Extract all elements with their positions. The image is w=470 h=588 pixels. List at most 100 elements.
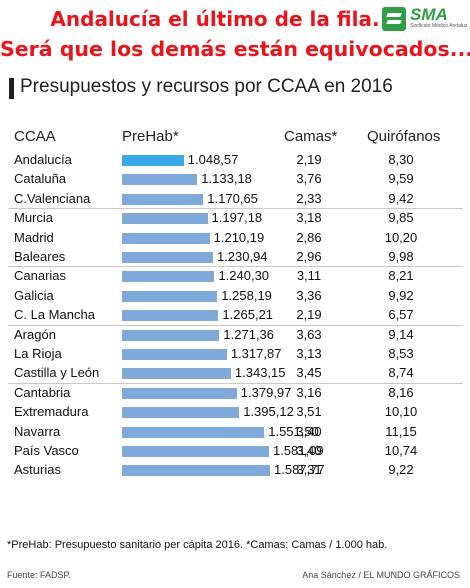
camas-value: 3,16 <box>296 384 322 400</box>
header-camas: Camas* <box>284 128 338 145</box>
quirofanos-value: 9,98 <box>388 249 414 264</box>
camas-value: 3,63 <box>296 326 322 342</box>
chart-title: Presupuestos y recursos por CCAA en 2016 <box>20 76 393 97</box>
camas-value: 2,86 <box>296 229 322 245</box>
camas-value: 3,18 <box>296 210 322 226</box>
row-separator <box>8 208 463 210</box>
prehab-bar <box>122 155 184 166</box>
quirofanos-value: 9,92 <box>388 287 414 303</box>
prehab-bar <box>122 271 215 283</box>
footnote: *PreHab: Presupuesto sanitario per cápit… <box>7 539 388 551</box>
prehab-value: 1.170,65 <box>207 190 258 206</box>
sma-logo: SMA Sindicato Médico Andaluz <box>382 5 467 31</box>
row-separator <box>8 324 463 326</box>
prehab-bar <box>122 174 198 186</box>
table-row-ccaa: Baleares <box>14 249 66 264</box>
prehab-value: 1.240,30 <box>218 268 270 284</box>
camas-value: 3,45 <box>296 365 322 381</box>
prehab-bar <box>122 213 208 225</box>
quirofanos-value: 8,16 <box>388 384 414 400</box>
row-separator <box>8 266 463 268</box>
quirofanos-value: 10,74 <box>384 443 418 458</box>
prehab-bar <box>122 368 231 380</box>
camas-value: 3,36 <box>296 287 322 303</box>
prehab-value: 1.587,77 <box>274 462 325 478</box>
quirofanos-value: 9,22 <box>388 462 414 478</box>
prehab-value: 1.271,36 <box>223 326 275 342</box>
prehab-value: 1.343,15 <box>234 365 286 381</box>
prehab-bar <box>122 290 218 302</box>
prehab-value: 1.265,21 <box>222 307 274 323</box>
header-quirofanos: Quirófanos <box>367 128 441 145</box>
prehab-bar <box>122 465 271 477</box>
logo-subtitle: Sindicato Médico Andaluz <box>410 23 468 29</box>
prehab-bar <box>122 232 210 244</box>
prehab-value: 1.210,19 <box>213 229 265 245</box>
prehab-bar <box>122 329 220 341</box>
camas-value: 3,76 <box>296 171 322 187</box>
quirofanos-value: 9,42 <box>388 190 414 206</box>
prehab-bar <box>122 193 204 205</box>
table-row-ccaa: Madrid <box>14 229 54 245</box>
table-row-ccaa: Cantabria <box>14 384 71 400</box>
sma-leaf-icon <box>382 7 406 31</box>
quirofanos-value: 9,59 <box>388 171 414 187</box>
table-row-ccaa: Asturias <box>14 462 61 478</box>
camas-value: 3,51 <box>296 404 322 420</box>
table-row-ccaa: C.Valenciana <box>14 190 91 206</box>
table-row-ccaa: Castilla y León <box>14 365 100 381</box>
table-row-ccaa: Galicia <box>14 287 54 303</box>
prehab-bar <box>122 387 237 399</box>
prehab-bar <box>122 407 240 419</box>
quirofanos-value: 9,85 <box>388 210 414 226</box>
camas-value: 2,96 <box>296 249 322 264</box>
camas-value: 3,11 <box>296 268 322 284</box>
prehab-bar <box>122 252 213 263</box>
prehab-value: 1.581,09 <box>272 443 324 458</box>
table-row-ccaa: País Vasco <box>14 443 79 458</box>
prehab-value: 1.197,18 <box>211 210 263 226</box>
quirofanos-value: 9,14 <box>388 326 414 342</box>
camas-value: 3,40 <box>296 423 322 439</box>
camas-value: 3,31 <box>296 462 322 478</box>
table-row-ccaa: Canarias <box>14 268 67 284</box>
quirofanos-value: 11,15 <box>385 423 417 439</box>
prehab-value: 1.230,94 <box>216 249 268 264</box>
prehab-value: 1.379,97 <box>240 384 292 400</box>
quirofanos-value: 8,74 <box>388 365 414 381</box>
table-row-ccaa: Navarra <box>14 423 61 439</box>
title-marker <box>9 78 14 99</box>
quirofanos-value: 6,57 <box>388 307 414 323</box>
camas-value: 3,40 <box>296 443 322 458</box>
prehab-bar <box>122 310 219 322</box>
prehab-bar <box>122 446 269 457</box>
credit: Ana Sánchez / EL MUNDO GRÁFICOS <box>302 570 460 580</box>
table-row-ccaa: Cataluña <box>14 171 67 187</box>
prehab-bar <box>122 349 227 360</box>
camas-value: 3,13 <box>296 346 322 361</box>
prehab-value: 1.395,12 <box>243 404 294 420</box>
header-prehab: PreHab* <box>122 128 179 145</box>
prehab-value: 1.317,87 <box>230 346 282 361</box>
headline-line-1: Andalucía el último de la fila. <box>50 7 380 31</box>
prehab-bar <box>122 426 265 438</box>
prehab-value: 1.048,57 <box>187 152 239 167</box>
camas-value: 2,19 <box>296 307 322 323</box>
camas-value: 2,33 <box>296 190 322 206</box>
quirofanos-value: 8,21 <box>388 268 414 284</box>
prehab-value: 1.551,50 <box>268 423 319 439</box>
camas-value: 2,19 <box>296 152 322 167</box>
table-row-ccaa: C. La Mancha <box>14 307 95 323</box>
table-row-ccaa: Aragón <box>14 326 56 342</box>
row-separator <box>8 382 463 384</box>
quirofanos-value: 8,53 <box>388 346 414 361</box>
quirofanos-value: 10,10 <box>384 404 418 420</box>
logo-text: SMA <box>410 5 448 24</box>
quirofanos-value: 8,30 <box>388 152 414 167</box>
headline-line-2: Será que los demás están equivocados... <box>0 37 470 61</box>
table-row-ccaa: La Rioja <box>14 346 62 361</box>
quirofanos-value: 10,20 <box>384 229 418 245</box>
table-row-ccaa: Andalucía <box>14 152 72 167</box>
table-row-ccaa: Extremadura <box>14 404 89 420</box>
source: Fuente: FADSP. <box>7 570 71 580</box>
